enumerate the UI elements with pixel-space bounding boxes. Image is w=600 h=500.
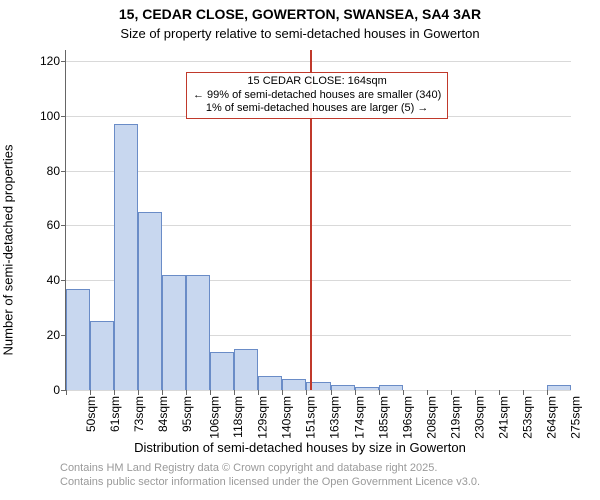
histogram-bar xyxy=(234,349,258,390)
attribution-footer: Contains HM Land Registry data © Crown c… xyxy=(60,462,480,490)
x-tick-label: 185sqm xyxy=(376,396,390,439)
x-tick-label: 163sqm xyxy=(328,396,342,439)
x-tick-label: 275sqm xyxy=(568,396,582,439)
x-tick-label: 196sqm xyxy=(400,396,414,439)
gridline xyxy=(66,61,571,62)
y-tick-label: 120 xyxy=(40,54,66,68)
x-tick-label: 253sqm xyxy=(520,396,534,439)
annotation-line: 15 CEDAR CLOSE: 164sqm xyxy=(193,75,441,89)
x-tick-label: 174sqm xyxy=(352,396,366,439)
annotation-line: ← 99% of semi-detached houses are smalle… xyxy=(193,89,441,103)
x-tick-label: 50sqm xyxy=(84,396,98,432)
x-tick-label: 151sqm xyxy=(304,396,318,439)
annotation-line: 1% of semi-detached houses are larger (5… xyxy=(193,102,441,116)
histogram-bar xyxy=(66,289,90,390)
x-tick-label: 241sqm xyxy=(496,396,510,439)
histogram-bar xyxy=(90,321,114,390)
histogram-bar xyxy=(138,212,162,390)
plot-area: 02040608010012050sqm61sqm73sqm84sqm95sqm… xyxy=(65,50,571,391)
footer-line-1: Contains HM Land Registry data © Crown c… xyxy=(60,462,480,476)
gridline xyxy=(66,171,571,172)
histogram-bar xyxy=(258,376,282,390)
x-tick-label: 84sqm xyxy=(156,396,170,432)
y-tick-label: 100 xyxy=(40,109,66,123)
histogram-bar xyxy=(331,385,355,390)
x-tick-label: 73sqm xyxy=(132,396,146,432)
x-tick-label: 118sqm xyxy=(231,396,245,438)
y-tick-label: 0 xyxy=(53,383,66,397)
x-tick-label: 219sqm xyxy=(448,396,462,439)
y-tick-label: 40 xyxy=(47,273,66,287)
y-tick-label: 60 xyxy=(47,218,66,232)
chart-title: 15, CEDAR CLOSE, GOWERTON, SWANSEA, SA4 … xyxy=(0,6,600,22)
gridline xyxy=(66,390,571,391)
footer-line-2: Contains public sector information licen… xyxy=(60,476,480,490)
histogram-bar xyxy=(355,387,379,390)
chart-container: { "title": "15, CEDAR CLOSE, GOWERTON, S… xyxy=(0,0,600,500)
x-tick-label: 61sqm xyxy=(108,396,122,432)
histogram-bar xyxy=(282,379,306,390)
y-tick-label: 20 xyxy=(47,328,66,342)
histogram-bar xyxy=(379,385,403,390)
histogram-bar xyxy=(114,124,138,390)
x-tick-label: 264sqm xyxy=(544,396,558,439)
y-tick-label: 80 xyxy=(47,164,66,178)
y-axis-label: Number of semi-detached properties xyxy=(1,145,16,356)
x-tick-label: 140sqm xyxy=(280,396,294,439)
x-tick-label: 95sqm xyxy=(180,396,194,432)
x-tick-label: 129sqm xyxy=(256,396,270,439)
x-axis-label: Distribution of semi-detached houses by … xyxy=(0,440,600,455)
x-tick-label: 208sqm xyxy=(424,396,438,439)
x-tick-label: 106sqm xyxy=(208,396,222,439)
chart-subtitle: Size of property relative to semi-detach… xyxy=(0,26,600,41)
annotation-box: 15 CEDAR CLOSE: 164sqm← 99% of semi-deta… xyxy=(186,72,448,119)
x-tick-label: 230sqm xyxy=(472,396,486,439)
histogram-bar xyxy=(210,352,234,390)
histogram-bar xyxy=(547,385,571,390)
histogram-bar xyxy=(186,275,210,390)
histogram-bar xyxy=(162,275,186,390)
